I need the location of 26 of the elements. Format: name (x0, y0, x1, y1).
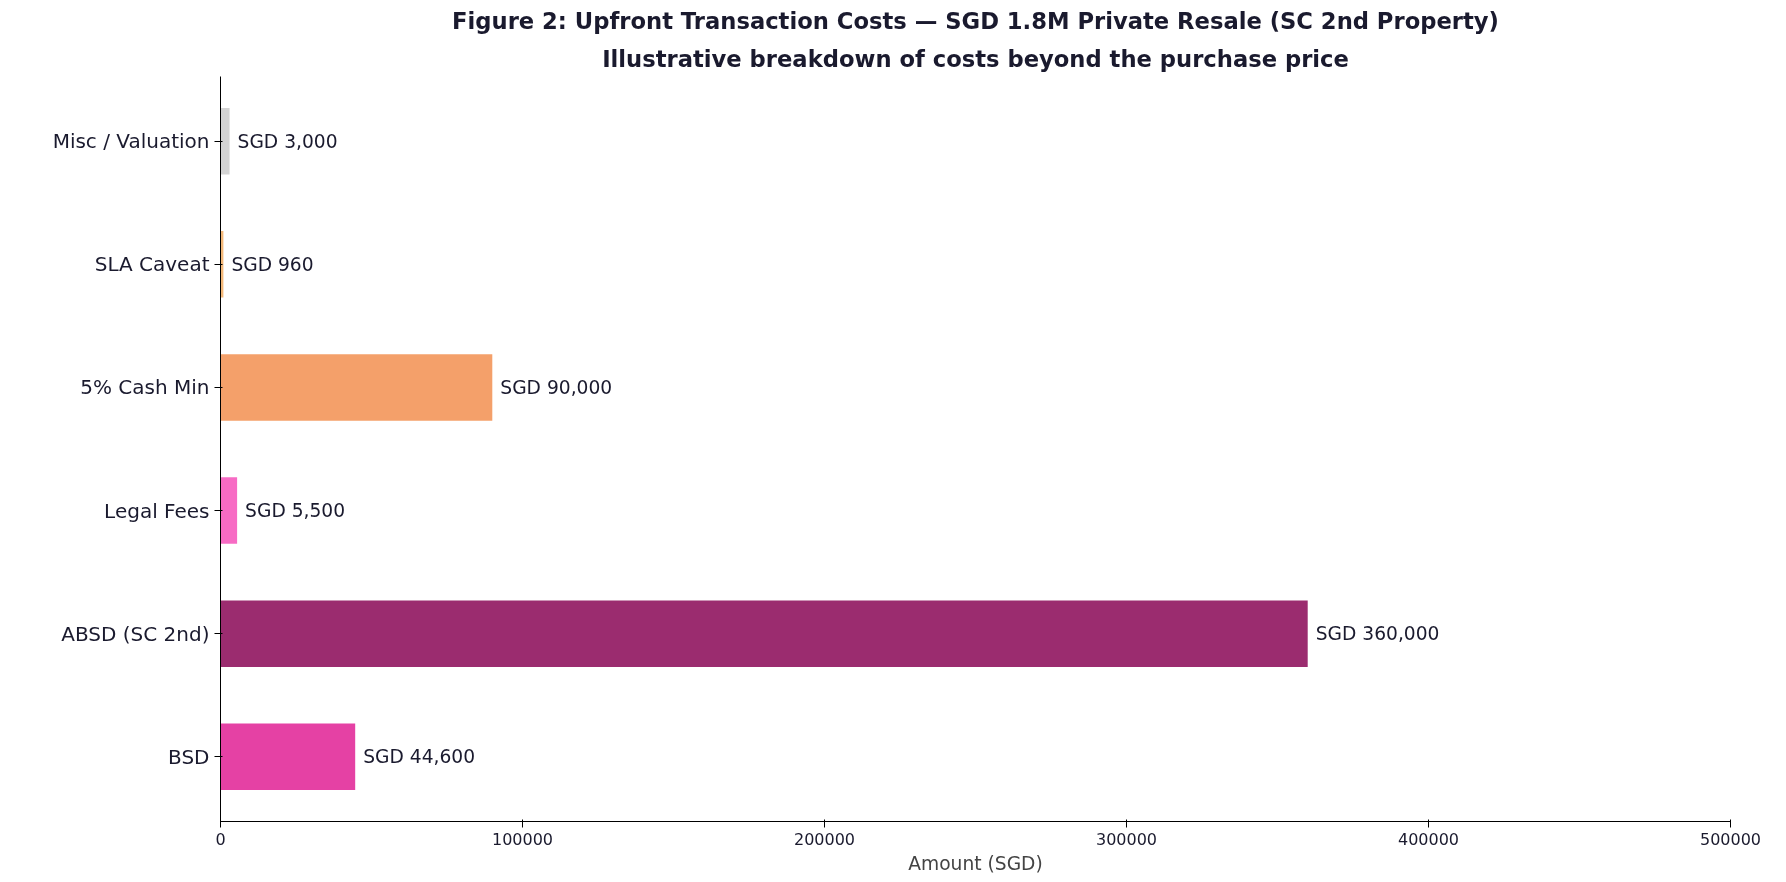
y-tick-label: Misc / Valuation (52, 129, 210, 154)
data-label: SGD 3,000 (237, 130, 338, 152)
bar (220, 600, 1308, 667)
bar (220, 723, 356, 791)
data-label: SGD 5,500 (245, 500, 346, 522)
x-axis-title: Amount (SGD) (908, 852, 1043, 874)
bar (220, 107, 230, 175)
x-tick-label: 200000 (793, 829, 856, 849)
x-tick-label: 0 (215, 829, 226, 849)
bar (220, 354, 493, 421)
data-label: SGD 90,000 (500, 376, 613, 398)
y-tick-label: Legal Fees (104, 498, 210, 523)
y-tick-label: SLA Caveat (94, 252, 210, 277)
data-label: SGD 360,000 (1315, 623, 1440, 645)
x-tick-label: 500000 (1699, 829, 1762, 849)
data-label: SGD 44,600 (363, 746, 476, 768)
y-tick-label: 5% Cash Min (80, 375, 210, 400)
x-tick-label: 400000 (1397, 829, 1460, 849)
chart-title: Figure 2: Upfront Transaction Costs — SGD 1.8M Private Resale (SC 2nd Property) (452, 7, 1499, 34)
y-tick-label: ABSD (SC 2nd) (61, 621, 210, 646)
y-tick-label: BSD (168, 744, 210, 769)
chart-subtitle: Illustrative breakdown of costs beyond the purchase price (602, 45, 1349, 72)
x-tick-label: 100000 (491, 829, 554, 849)
bar (220, 477, 238, 544)
x-tick-label: 300000 (1095, 829, 1158, 849)
data-label: SGD 960 (231, 253, 314, 275)
